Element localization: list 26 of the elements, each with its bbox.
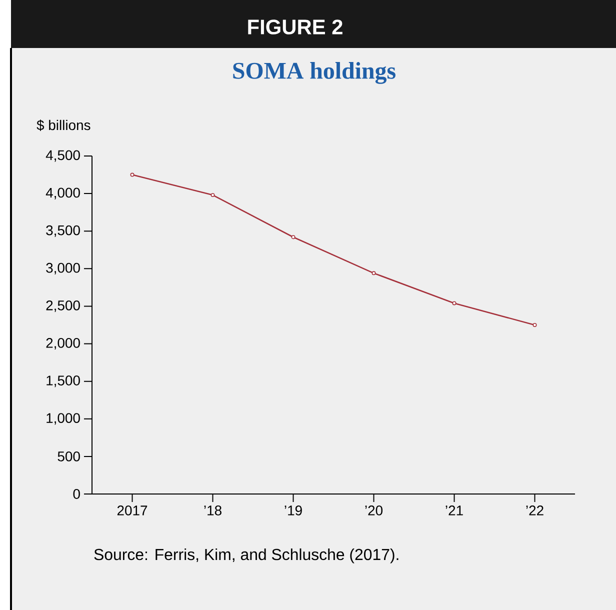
y-tick-label: 3,500 [46,225,80,237]
y-tick-label: 1,500 [46,376,80,388]
point [452,301,456,306]
point [291,235,296,240]
point [210,193,215,198]
y-tick-label: 500 [58,451,80,462]
y-tick-label: 4,000 [46,188,80,200]
y-axis-title: $ billions [36,120,90,131]
source-note: Source: Ferris, Kim, and Schlusche (2017). [94,548,398,564]
chart-title: FIGURE 2 [248,20,342,34]
y-tick-label: 3,000 [46,262,80,274]
point [372,271,376,276]
y-tick-label: 0 [73,489,80,499]
x-tick-label: 2017 [117,506,148,516]
y-tick-label: 1,000 [46,413,80,425]
x-tick-label: ’19 [284,506,302,516]
y-tick-label: 2,500 [46,300,80,312]
x-tick-label: ’22 [526,506,544,516]
y-tick-label: 4,500 [46,150,80,162]
y-tick-label: 2,000 [46,338,80,350]
point [130,172,134,177]
chart-subtitle: SOMA holdings [233,62,396,84]
x-tick-label: ’20 [365,506,383,516]
x-tick-label: ’18 [204,506,222,516]
point [532,323,537,327]
x-tick-label: ’21 [446,506,463,516]
